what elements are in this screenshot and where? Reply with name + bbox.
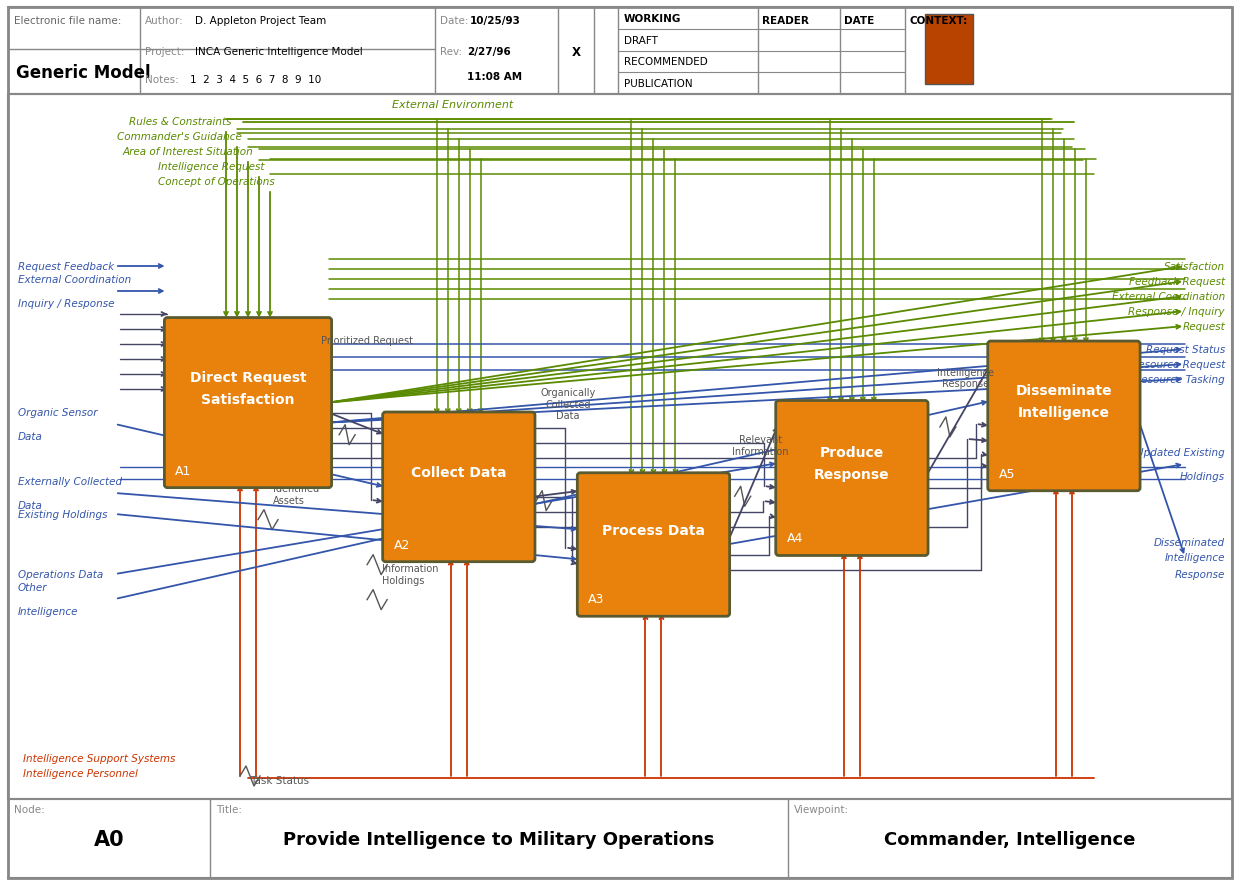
Text: Intelligence Support Systems: Intelligence Support Systems [24, 753, 175, 763]
Text: Author:: Author: [145, 16, 184, 26]
Text: Existing Holdings: Existing Holdings [19, 509, 108, 519]
Text: Request Feedback: Request Feedback [19, 261, 114, 272]
Text: Commander, Intelligence: Commander, Intelligence [884, 830, 1136, 848]
Text: Direct Request: Direct Request [190, 370, 306, 385]
Text: Satisfaction: Satisfaction [1164, 261, 1225, 272]
Text: Node:: Node: [14, 804, 45, 814]
Text: Holdings: Holdings [1180, 471, 1225, 481]
Text: Collect Data: Collect Data [410, 465, 507, 479]
Text: Disseminated: Disseminated [1154, 538, 1225, 548]
Text: A2: A2 [393, 538, 410, 551]
Text: 1  2  3  4  5  6  7  8  9  10: 1 2 3 4 5 6 7 8 9 10 [190, 75, 321, 85]
Text: Satisfaction: Satisfaction [201, 392, 295, 406]
Text: Prioritized Request: Prioritized Request [321, 336, 413, 346]
Text: Operations Data: Operations Data [19, 570, 103, 579]
Text: Feedback Request: Feedback Request [1128, 276, 1225, 287]
Text: A4: A4 [786, 532, 804, 545]
Text: Intelligence Request: Intelligence Request [157, 162, 264, 172]
Text: Provide Intelligence to Military Operations: Provide Intelligence to Military Operati… [283, 830, 714, 848]
Text: Commander's Guidance: Commander's Guidance [117, 132, 242, 142]
Text: Response / Inquiry: Response / Inquiry [1128, 307, 1225, 316]
Text: External Coordination: External Coordination [19, 275, 131, 284]
Text: Request Status: Request Status [1146, 345, 1225, 354]
Text: Task Status: Task Status [250, 775, 310, 785]
Text: DATE: DATE [844, 16, 874, 26]
Text: A1: A1 [175, 464, 192, 477]
Text: Organically
Collected
Data: Organically Collected Data [541, 388, 595, 421]
Text: Response: Response [1174, 570, 1225, 579]
Text: Intelligence
Response: Intelligence Response [937, 368, 994, 389]
Text: Relevant
Information: Relevant Information [733, 435, 789, 456]
Text: Externally Collected: Externally Collected [19, 477, 122, 486]
Text: 10/25/93: 10/25/93 [470, 16, 521, 26]
Text: Intelligence: Intelligence [19, 606, 78, 617]
Text: Title:: Title: [216, 804, 242, 814]
Text: Rules & Constraints: Rules & Constraints [129, 117, 231, 127]
Text: Information
Holdings: Information Holdings [382, 563, 439, 585]
Text: 11:08 AM: 11:08 AM [467, 72, 522, 82]
Text: 2/27/96: 2/27/96 [467, 47, 511, 57]
Text: A3: A3 [588, 593, 605, 605]
Text: Rev:: Rev: [440, 47, 463, 57]
FancyBboxPatch shape [988, 342, 1140, 491]
Text: INCA Generic Intelligence Model: INCA Generic Intelligence Model [195, 47, 363, 57]
Text: Electronic file name:: Electronic file name: [14, 16, 122, 26]
Text: External Coordination: External Coordination [1112, 291, 1225, 301]
Text: CONTEXT:: CONTEXT: [909, 16, 967, 26]
Text: Data: Data [19, 431, 43, 441]
Text: Resource Request: Resource Request [1131, 360, 1225, 369]
Text: Updated Existing: Updated Existing [1136, 447, 1225, 457]
Text: Produce: Produce [820, 446, 884, 460]
Text: External Environment: External Environment [392, 100, 513, 110]
Bar [925, 15, 973, 85]
Text: Project:: Project: [145, 47, 185, 57]
Text: Inquiry / Response: Inquiry / Response [19, 299, 114, 308]
FancyBboxPatch shape [578, 473, 729, 617]
Text: Notes:: Notes: [145, 75, 179, 85]
Text: A0: A0 [94, 829, 124, 849]
Text: D. Appleton Project Team: D. Appleton Project Team [195, 16, 326, 26]
Text: Viewpoint:: Viewpoint: [794, 804, 849, 814]
Text: A5: A5 [998, 467, 1016, 480]
Text: Request: Request [1182, 322, 1225, 331]
Text: Intelligence Personnel: Intelligence Personnel [24, 768, 138, 778]
Text: DRAFT: DRAFT [624, 35, 658, 45]
Bar [7, 95, 1233, 799]
Text: Intelligence: Intelligence [1018, 406, 1110, 419]
Text: Organic Sensor: Organic Sensor [19, 408, 98, 417]
Text: Identified
Assets: Identified Assets [273, 484, 319, 505]
Text: Data
Holdings: Data Holdings [382, 528, 424, 550]
Text: X: X [572, 45, 580, 58]
Text: Process Data: Process Data [601, 523, 706, 537]
Text: Area of Interest Situation: Area of Interest Situation [123, 147, 253, 157]
Text: Other: Other [19, 582, 47, 593]
Text: Generic Model: Generic Model [16, 64, 150, 82]
Text: Data: Data [19, 501, 43, 510]
Text: Response: Response [815, 468, 889, 481]
Text: Resource Tasking: Resource Tasking [1135, 375, 1225, 385]
Text: Date:: Date: [440, 16, 469, 26]
FancyBboxPatch shape [776, 401, 928, 556]
Text: Intelligence: Intelligence [1164, 552, 1225, 563]
FancyBboxPatch shape [165, 318, 331, 488]
FancyBboxPatch shape [383, 413, 534, 562]
Text: Disseminate: Disseminate [1016, 384, 1112, 398]
Text: Concept of Operations: Concept of Operations [159, 177, 275, 187]
Text: PUBLICATION: PUBLICATION [624, 79, 693, 89]
Text: READER: READER [763, 16, 808, 26]
Text: RECOMMENDED: RECOMMENDED [624, 58, 708, 67]
Text: WORKING: WORKING [624, 14, 681, 24]
